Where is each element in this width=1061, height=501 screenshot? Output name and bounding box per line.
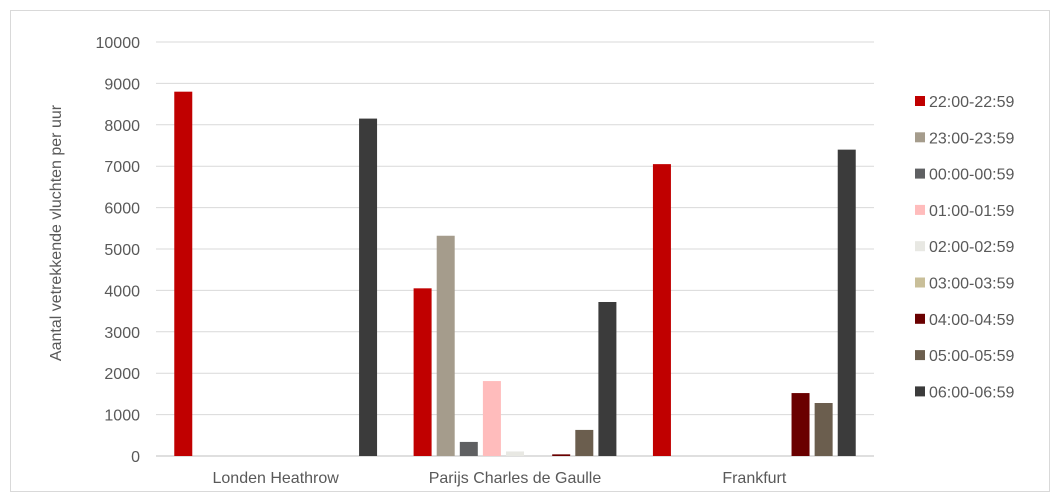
y-tick-label: 4000 — [104, 283, 140, 300]
y-tick-label: 6000 — [104, 201, 140, 218]
bars — [174, 91, 856, 457]
legend-swatch — [915, 168, 925, 179]
bar — [652, 164, 671, 456]
legend-label: 02:00-02:59 — [929, 239, 1015, 256]
legend-swatch — [915, 277, 925, 288]
bar — [598, 301, 617, 456]
bar — [174, 91, 193, 457]
legend-label: 04:00-04:59 — [929, 312, 1015, 329]
y-tick-label: 2000 — [104, 366, 140, 383]
legend-label: 23:00-23:59 — [929, 130, 1015, 147]
y-tick-label: 0 — [131, 449, 140, 466]
legend-swatch — [915, 96, 925, 106]
gridlines — [156, 41, 874, 457]
x-tick-label: Londen Heathrow — [213, 470, 340, 487]
bar — [436, 235, 455, 456]
bar — [552, 454, 571, 456]
legend-swatch — [915, 241, 925, 252]
bar — [575, 429, 594, 456]
y-tick-label: 3000 — [104, 325, 140, 342]
chart-frame: 0 1000 2000 3000 4000 5000 6000 7000 8000 9000 100… — [10, 10, 1050, 492]
bar — [506, 451, 524, 456]
legend-label: 05:00-05:59 — [929, 348, 1015, 365]
bar — [814, 403, 833, 456]
legend-swatch — [915, 204, 925, 215]
y-tick-label: 5000 — [104, 242, 140, 259]
bar — [837, 149, 856, 456]
y-tick-label: 7000 — [104, 159, 140, 176]
bar — [482, 381, 501, 456]
bar — [791, 393, 810, 456]
legend-swatch — [915, 313, 925, 324]
x-tick-label: Parijs Charles de Gaulle — [429, 470, 602, 487]
legend-swatch — [915, 386, 925, 397]
legend-label: 06:00-06:59 — [929, 384, 1015, 401]
legend-swatch — [915, 132, 925, 143]
legend-label: 22:00-22:59 — [929, 94, 1015, 111]
legend: 22:00-22:59 23:00-23:59 00:00-00:59 01:00-0… — [915, 94, 1015, 401]
legend-label: 01:00-01:59 — [929, 203, 1015, 220]
x-tick-label: Frankfurt — [722, 470, 787, 487]
x-axis-ticks: Londen Heathrow Parijs Charles de Gaulle F… — [213, 470, 787, 487]
y-tick-label: 9000 — [104, 76, 140, 93]
bar-chart: 0 1000 2000 3000 4000 5000 6000 7000 8000 9000 100… — [48, 35, 1015, 487]
bar — [459, 441, 478, 456]
y-tick-label: 1000 — [104, 408, 140, 425]
bar — [413, 288, 432, 456]
legend-label: 03:00-03:59 — [929, 276, 1015, 293]
legend-swatch — [915, 350, 925, 361]
y-axis-ticks: 0 1000 2000 3000 4000 5000 6000 7000 8000 9000 100… — [96, 35, 141, 466]
bar — [359, 118, 378, 456]
legend-label: 00:00-00:59 — [929, 167, 1015, 184]
y-tick-label: 10000 — [96, 35, 141, 52]
y-axis-title: Aantal vetrekkende vluchten per uur — [48, 104, 65, 361]
y-tick-label: 8000 — [104, 118, 140, 135]
